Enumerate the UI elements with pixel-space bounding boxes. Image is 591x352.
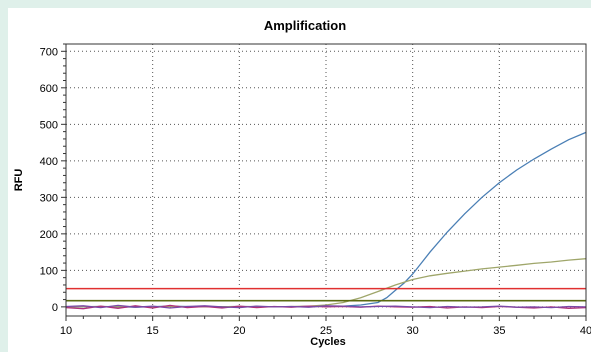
y-tick-label: 300 <box>40 192 58 204</box>
series-line-2 <box>65 258 587 308</box>
chart-panel: Amplification RFU Cycles 10 15 20 25 30 35 40 0… <box>8 8 591 352</box>
x-tick-label: 30 <box>407 325 419 337</box>
x-tick-label: 15 <box>147 325 159 337</box>
chart-title: Amplification <box>264 18 346 33</box>
y-tick-label: 200 <box>40 229 58 241</box>
x-tick-label: 20 <box>233 325 245 337</box>
y-tick-label: 600 <box>40 83 58 95</box>
y-tick-label: 400 <box>40 156 58 168</box>
series-line-4 <box>65 304 587 309</box>
y-tick-label: 700 <box>40 46 58 58</box>
amplification-chart: Amplification RFU Cycles 10 15 20 25 30 35 400… <box>13 18 591 348</box>
y-tick-label: 100 <box>40 265 58 277</box>
x-tick-label: 40 <box>580 325 591 337</box>
x-tick-label: 35 <box>493 325 505 337</box>
plot-frame <box>65 43 587 317</box>
x-tick-label: 10 <box>60 325 72 337</box>
y-tick-label: 500 <box>40 119 58 131</box>
x-axis-label: Cycles <box>310 336 345 348</box>
grid <box>66 44 586 316</box>
y-axis-label: RFU <box>13 169 25 192</box>
threshold-group <box>66 287 586 302</box>
y-tick-label: 0 <box>52 302 58 314</box>
x-tick-label: 25 <box>320 325 332 337</box>
